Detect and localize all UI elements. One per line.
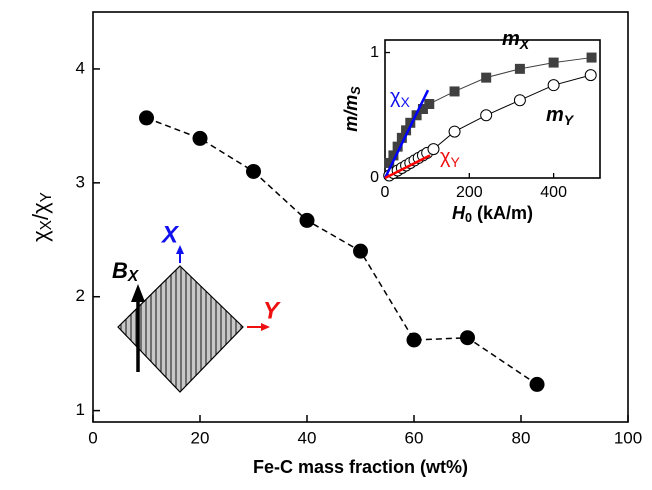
chiy-label: χY (440, 146, 461, 169)
y-axis-label-part: χ (28, 230, 53, 242)
square-point (401, 125, 412, 136)
square-point (396, 132, 407, 143)
field-label-sub: X (127, 268, 140, 285)
data-line (146, 117, 538, 386)
fit-line (384, 154, 431, 180)
x-tick-label: 60 (405, 428, 424, 447)
y-arrow-head (261, 323, 270, 331)
mx-label-part: m (502, 28, 520, 50)
my-label-sub: Y (564, 112, 575, 128)
inset-y-label-sub: S (349, 86, 363, 95)
chiy-label-sub: Y (451, 154, 461, 170)
inset-y-label-part: m/m (341, 95, 361, 132)
square-point (384, 157, 395, 168)
x-tick-label: 80 (512, 428, 531, 447)
square-point (548, 57, 559, 68)
inset-x-tick-label: 200 (456, 184, 483, 201)
square-point (514, 63, 525, 74)
inset-y-label: m/mS (341, 86, 364, 132)
mx-label: mX (502, 28, 531, 51)
data-point (406, 332, 422, 348)
mx-label-sub: X (519, 36, 531, 52)
chix-label-sub: X (401, 94, 411, 110)
x-tick-label: 20 (191, 428, 210, 447)
inset-x-label: H0 (kA/m) (452, 203, 533, 226)
y-direction-label: Y (263, 297, 281, 324)
circle-point (513, 94, 526, 107)
field-arrow-head (131, 284, 145, 302)
circle-point (448, 125, 461, 138)
circle-point (547, 79, 560, 92)
plot-frame (92, 11, 629, 423)
data-point (460, 330, 475, 346)
inset-x-tick-label: 400 (540, 184, 567, 201)
y-tick-label: 1 (76, 400, 85, 419)
chix-label: χX (390, 86, 411, 109)
fit-line (383, 89, 430, 179)
y-tick-label: 3 (76, 172, 85, 191)
data-point (246, 163, 261, 179)
square-point (586, 52, 597, 63)
inset-x-tick-label: 0 (381, 184, 390, 201)
y-axis-label-part: /χ (28, 202, 53, 220)
data-point (192, 130, 208, 146)
field-label-part: B (112, 258, 128, 283)
square-point (424, 98, 435, 109)
square-point (417, 104, 428, 114)
inset-x-label-part: (kA/m) (472, 203, 533, 223)
square-point (388, 150, 399, 161)
x-tick-label: 0 (88, 428, 97, 447)
y-axis-label-sub: Y (38, 192, 55, 202)
square-point (405, 117, 416, 128)
y-axis-label: χX/χY (28, 192, 55, 242)
x-tick-label: 40 (298, 428, 317, 447)
x-arrow-head (176, 245, 184, 254)
inset-y-tick-label: 0 (370, 169, 379, 186)
x-direction-label: X (160, 221, 180, 248)
y-tick-label: 4 (76, 58, 85, 77)
y-tick-label: 2 (76, 286, 85, 305)
my-label-part: m (546, 104, 564, 126)
x-tick-label: 100 (614, 428, 642, 447)
y-axis-label-sub: X (38, 220, 55, 230)
field-label: BX (112, 258, 140, 285)
circle-point (584, 69, 597, 82)
chiy-label-part: χ (440, 146, 451, 168)
inset-x-label-part: H (452, 203, 466, 223)
circle-point (427, 143, 440, 156)
data-point (529, 376, 545, 392)
inset-x-label-sub: 0 (465, 211, 472, 225)
chix-label-part: χ (390, 86, 401, 108)
inset-y-tick-label: 1 (370, 44, 379, 61)
data-point (139, 110, 154, 126)
x-axis-label: Fe-C mass fraction (wt%) (253, 457, 468, 477)
square-point (449, 86, 460, 97)
data-point (299, 212, 315, 228)
square-point (392, 141, 403, 152)
my-label: mY (546, 104, 575, 127)
sample-diagram: X Y (117, 221, 281, 393)
square-point (481, 72, 492, 83)
circle-point (480, 109, 493, 122)
data-point (353, 243, 368, 259)
